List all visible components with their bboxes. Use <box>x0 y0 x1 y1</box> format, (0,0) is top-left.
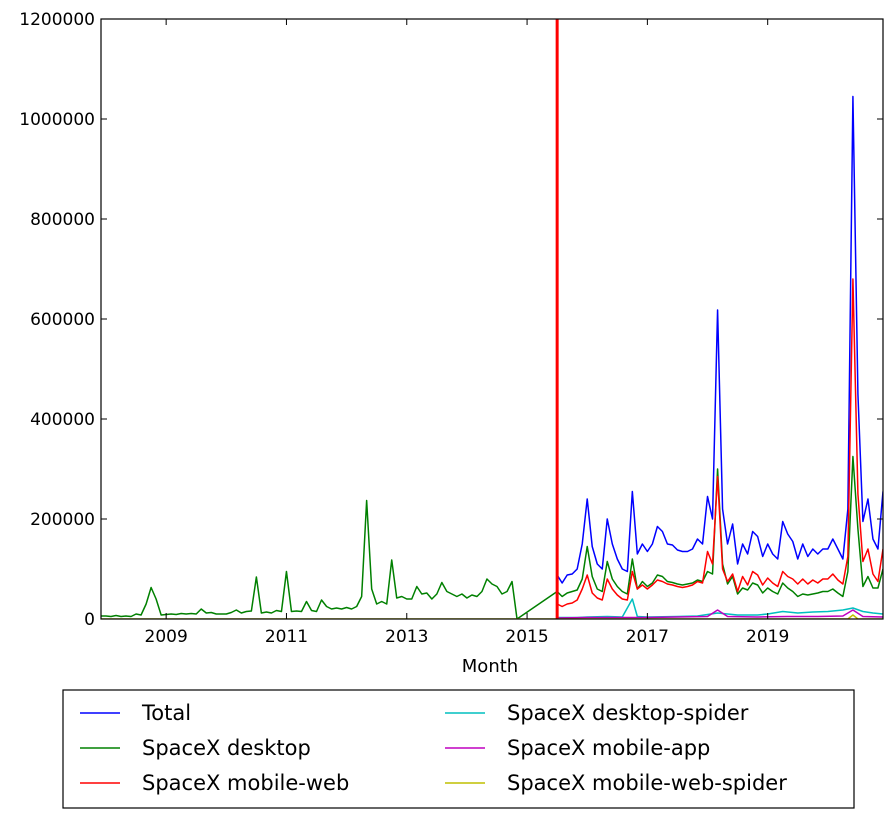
legend-item-total: Total <box>80 701 191 725</box>
y-tick-label: 200000 <box>30 510 95 530</box>
x-tick-label: 2017 <box>626 627 669 647</box>
legend-item-spacex-mobile-app: SpaceX mobile-app <box>445 736 710 760</box>
legend-frame <box>62 689 855 809</box>
legend-item-spacex-mobile-web-spider: SpaceX mobile-web-spider <box>445 771 787 795</box>
legend-item-spacex-desktop-spider: SpaceX desktop-spider <box>445 701 749 725</box>
series-line-spacex-desktop <box>101 455 883 619</box>
legend-items: Total SpaceX desktop SpaceX mobile-web Spac… <box>80 701 787 795</box>
series-layer <box>101 95 883 619</box>
y-tick-label: 1200000 <box>19 10 95 30</box>
x-axis-label: Month <box>462 656 518 677</box>
y-tick-label: 600000 <box>30 310 95 330</box>
x-tick-label: 2013 <box>385 627 428 647</box>
series-line-spacex-desktop-spider <box>557 598 883 619</box>
legend-label: SpaceX mobile-app <box>507 736 710 760</box>
y-tick-label: 0 <box>84 610 95 630</box>
y-tick-label: 800000 <box>30 210 95 230</box>
legend-item-spacex-desktop: SpaceX desktop <box>80 736 311 760</box>
x-tick-label: 2009 <box>145 627 188 647</box>
x-tick-label: 2011 <box>265 627 308 647</box>
legend-label: Total <box>141 701 191 725</box>
series-line-total <box>556 95 883 584</box>
y-tick-label: 400000 <box>30 410 95 430</box>
x-tick-label: 2019 <box>746 627 789 647</box>
legend: Total SpaceX desktop SpaceX mobile-web Spac… <box>62 689 855 809</box>
series-line-spacex-mobile-web <box>556 278 883 608</box>
legend-label: SpaceX mobile-web-spider <box>507 771 787 795</box>
legend-label: SpaceX mobile-web <box>142 771 349 795</box>
y-tick-label: 1000000 <box>19 110 95 130</box>
x-tick-label: 2015 <box>505 627 548 647</box>
plot-area-frame <box>100 18 884 620</box>
legend-item-spacex-mobile-web: SpaceX mobile-web <box>80 771 349 795</box>
x-axis: 2009 2011 2013 2015 2017 2019 <box>145 19 789 647</box>
y-axis: 0 200000 400000 600000 800000 1000000 1200000 <box>19 10 883 630</box>
series-line-spacex-mobile-app <box>557 609 883 619</box>
legend-label: SpaceX desktop <box>142 736 311 760</box>
legend-label: SpaceX desktop-spider <box>507 701 749 725</box>
